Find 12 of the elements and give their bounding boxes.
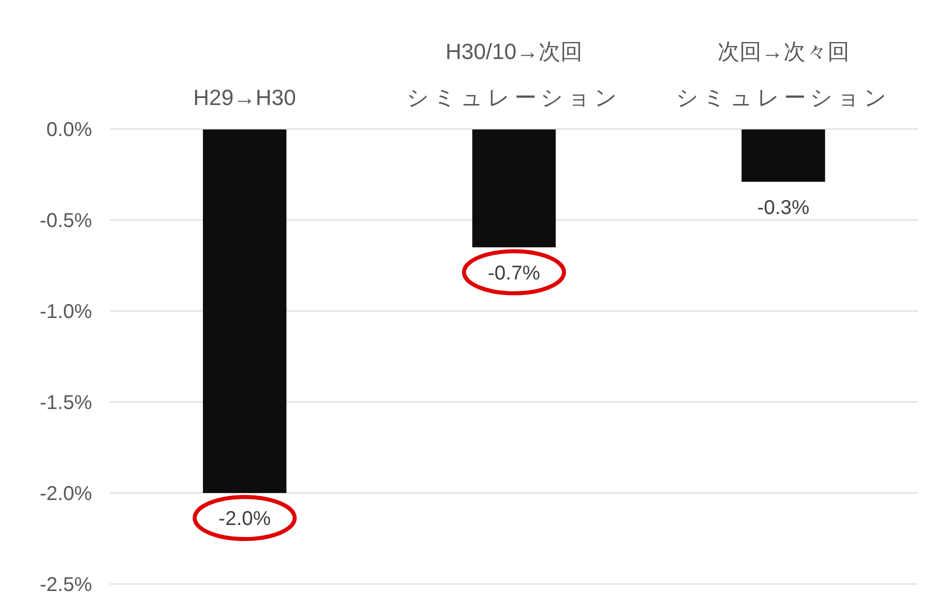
data-label: -0.7% — [488, 262, 540, 284]
y-tick-label: 0.0% — [46, 119, 92, 141]
y-tick-label: -2.0% — [40, 483, 92, 505]
y-tick-label: -2.5% — [40, 574, 92, 596]
y-tick-label: -0.5% — [40, 210, 92, 232]
y-tick-label: -1.5% — [40, 392, 92, 414]
data-label: -0.3% — [757, 196, 810, 219]
x-tick-label: H29→H30 — [193, 85, 296, 110]
x-tick-label: H30/10→次回シミュレーション — [406, 39, 622, 110]
data-label: -2.0% — [218, 508, 272, 530]
y-tick-label: -1.0% — [40, 301, 92, 323]
x-tick-label: 次回→次々回シミュレーション — [676, 39, 891, 110]
